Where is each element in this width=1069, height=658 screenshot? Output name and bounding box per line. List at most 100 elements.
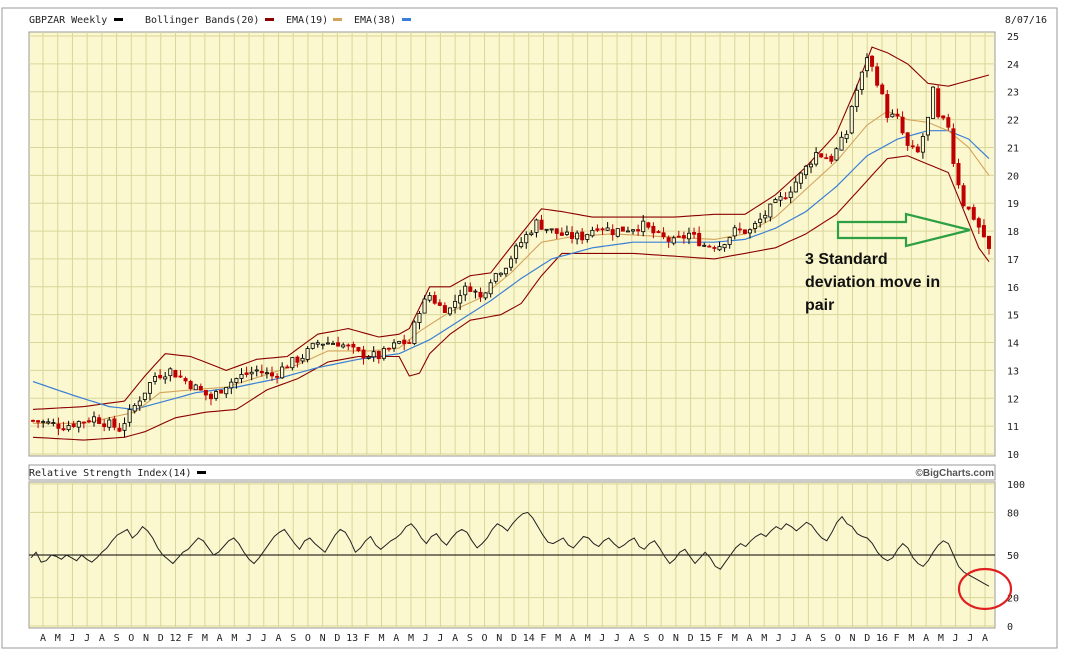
candle-body [412, 321, 417, 344]
candle-body [183, 378, 188, 382]
candle-body [605, 227, 610, 231]
candle-body [371, 351, 376, 358]
ema19-line [33, 110, 990, 424]
candle-body [585, 234, 590, 240]
symbol-label: GBPZAR Weekly [29, 15, 107, 26]
candle-body [742, 229, 747, 234]
x-tick-label: M [379, 633, 385, 644]
candle-body [880, 84, 885, 95]
x-tick-label: S [114, 633, 120, 644]
price-y-tick: 24 [1007, 60, 1019, 71]
x-tick-label: J [599, 633, 605, 644]
x-tick-label: J [776, 633, 782, 644]
candle-body [600, 228, 605, 231]
candle-body [758, 218, 763, 223]
candle-body [636, 229, 641, 232]
candle-body [529, 232, 534, 235]
candle-body [915, 146, 920, 153]
candle-body [402, 339, 407, 345]
x-tick-label: M [55, 633, 61, 644]
rsi-grid [29, 482, 995, 628]
candle-body [427, 295, 432, 301]
candle-body [315, 342, 320, 345]
x-tick-label: 14 [523, 633, 535, 644]
rsi-y-tick: 0 [1007, 622, 1013, 633]
ema38-line [32, 130, 990, 411]
candle-body [264, 372, 269, 375]
candle-body [178, 375, 183, 378]
price-panel: 10 11 12 13 14 15 16 17 18 19 20 21 22 23 24 25 [28, 31, 1019, 461]
candle-body [905, 132, 910, 146]
annotation-line-2: deviation move in [805, 274, 940, 291]
candle-body [732, 227, 737, 237]
red-circle [957, 567, 1013, 611]
candle-body [61, 428, 66, 431]
candle-body [966, 206, 971, 210]
candle-body [254, 369, 259, 372]
candle-body [249, 371, 254, 375]
x-tick-label: D [334, 633, 340, 644]
candle-body [437, 302, 442, 306]
x-tick-label: J [69, 633, 75, 644]
candle-body [524, 234, 529, 244]
candle-body [290, 357, 295, 369]
candle-body [483, 292, 488, 299]
candle-body [259, 370, 264, 374]
price-y-tick: 13 [1007, 366, 1019, 377]
candle-body [158, 375, 163, 379]
rsi-y-tick: 80 [1007, 508, 1019, 519]
candle-body [310, 342, 315, 349]
candle-body [173, 369, 178, 378]
candle-body [305, 348, 310, 360]
candle-body [987, 235, 992, 249]
candle-body [376, 350, 381, 360]
x-tick-label: A [629, 633, 635, 644]
candle-body [122, 423, 127, 431]
candle-body [295, 356, 300, 363]
candle-body [356, 347, 361, 352]
candle-body [727, 236, 732, 245]
x-tick-label: N [850, 633, 856, 644]
x-tick-label: O [128, 633, 134, 644]
candle-body [203, 389, 208, 396]
candle-body [615, 228, 620, 237]
candle-body [422, 298, 427, 314]
rsi-y-ticks: 0 20 50 80 100 [1007, 480, 1025, 633]
credit-text: ©BigCharts.com [916, 468, 995, 479]
candle-body [951, 128, 956, 164]
x-tick-label: M [202, 633, 208, 644]
x-tick-label: S [467, 633, 473, 644]
candle-body [137, 400, 142, 407]
candle-body [753, 223, 758, 229]
candle-body [153, 375, 158, 382]
candle-body [336, 342, 341, 347]
x-tick-label: A [805, 633, 811, 644]
candle-body [859, 71, 864, 91]
candle-body [829, 155, 834, 162]
candle-body [748, 229, 753, 234]
candle-body [127, 409, 132, 423]
x-tick-label: D [158, 633, 164, 644]
price-y-tick: 22 [1007, 116, 1019, 127]
candle-body [564, 231, 569, 235]
candle-body [931, 86, 936, 119]
x-tick-label: J [423, 633, 429, 644]
x-tick-label: A [570, 633, 576, 644]
ema-lines [32, 110, 990, 424]
candle-body [773, 199, 778, 203]
x-tick-label: D [511, 633, 517, 644]
candle-body [229, 381, 234, 389]
x-tick-label: J [791, 633, 797, 644]
candle-body [971, 207, 976, 220]
x-tick-label: M [908, 633, 914, 644]
price-y-tick: 16 [1007, 283, 1019, 294]
x-tick-label: D [864, 633, 870, 644]
x-tick-label: M [408, 633, 414, 644]
candle-body [681, 235, 686, 239]
x-tick-label: O [482, 633, 488, 644]
candle-body [783, 197, 788, 200]
candle-body [361, 349, 366, 359]
x-tick-label: A [746, 633, 752, 644]
candle-body [961, 185, 966, 207]
x-tick-label: M [938, 633, 944, 644]
